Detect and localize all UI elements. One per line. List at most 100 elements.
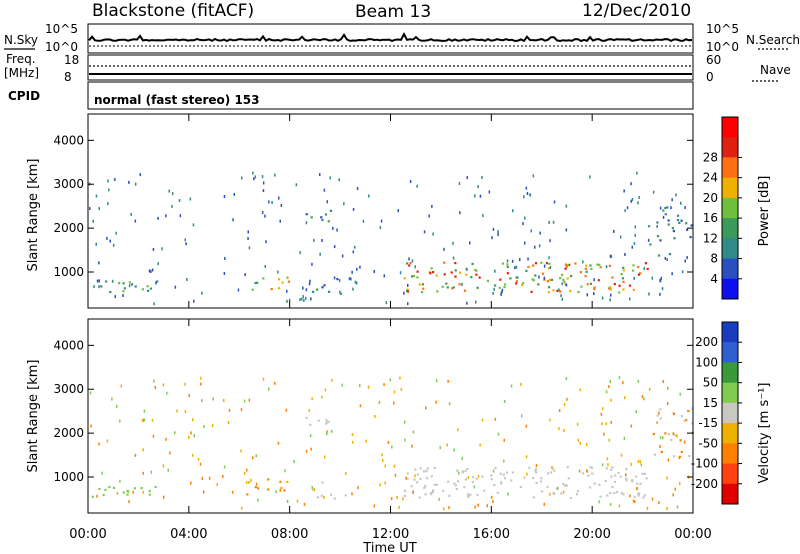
cpid-label: CPID	[8, 89, 40, 103]
heatmap-cell	[525, 424, 528, 428]
date-title: 12/Dec/2010	[582, 1, 691, 21]
heatmap-cell	[469, 241, 471, 245]
heatmap-cell	[577, 291, 580, 294]
heatmap-cell	[416, 481, 419, 484]
heatmap-cell	[626, 206, 629, 210]
heatmap-cell	[610, 475, 613, 478]
heatmap-cell	[447, 379, 449, 383]
heatmap-cell	[329, 176, 331, 180]
heatmap-cell	[419, 467, 422, 470]
heatmap-cell	[501, 288, 504, 292]
heatmap-cell	[500, 482, 503, 485]
noise-sky-trace	[88, 31, 693, 43]
heatmap-cell	[608, 438, 610, 442]
heatmap-cell	[429, 491, 432, 495]
heatmap-cell	[630, 462, 632, 466]
heatmap-cell	[326, 430, 328, 434]
heatmap-cell	[637, 460, 640, 463]
heatmap-cell	[139, 173, 141, 177]
heatmap-cell	[432, 271, 435, 274]
heatmap-cell	[305, 213, 308, 216]
heatmap-cell	[632, 269, 635, 272]
heatmap-cell	[185, 242, 187, 246]
heatmap-cell	[95, 242, 97, 246]
freq-label: Freq.	[6, 52, 36, 66]
noise-left-tick-bottom: 10^0	[45, 40, 78, 54]
heatmap-cell	[543, 502, 545, 506]
heatmap-cell	[425, 406, 427, 410]
heatmap-cell	[593, 286, 596, 289]
heatmap-cell	[413, 478, 416, 481]
heatmap-cell	[313, 238, 315, 242]
heatmap-cell	[666, 476, 668, 480]
freq-tick-bottom: 8	[64, 70, 72, 84]
heatmap-cell	[497, 233, 499, 236]
heatmap-cell	[503, 459, 505, 463]
heatmap-cell	[153, 379, 155, 383]
heatmap-cell	[321, 286, 324, 289]
heatmap-cell	[98, 285, 100, 289]
heatmap-cell	[579, 271, 582, 274]
heatmap-cell	[287, 280, 290, 283]
heatmap-cell	[447, 480, 450, 483]
heatmap-cell	[685, 419, 688, 422]
heatmap-cell	[604, 479, 607, 483]
heatmap-cell	[435, 274, 438, 277]
heatmap-cell	[637, 265, 640, 269]
heatmap-cell	[192, 453, 194, 457]
heatmap-cell	[309, 279, 311, 283]
heatmap-cell	[611, 276, 614, 279]
heatmap-cell	[311, 397, 313, 401]
heatmap-cell	[625, 477, 628, 480]
heatmap-cell	[257, 498, 259, 502]
heatmap-cell	[675, 434, 677, 438]
heatmap-cell	[421, 283, 424, 286]
heatmap-cell	[511, 471, 514, 474]
heatmap-cell	[286, 499, 289, 503]
heatmap-cell	[631, 198, 634, 201]
heatmap-cell	[565, 283, 568, 287]
heatmap-cell	[454, 262, 457, 265]
heatmap-cell	[478, 276, 481, 279]
heatmap-cell	[433, 483, 436, 486]
heatmap-cell	[391, 445, 393, 449]
heatmap-cell	[143, 418, 145, 422]
heatmap-cell	[566, 264, 570, 267]
heatmap-cell	[456, 480, 460, 483]
heatmap-cell	[111, 397, 113, 401]
heatmap-cell	[161, 247, 163, 251]
heatmap-cell	[535, 471, 538, 474]
heatmap-cell	[490, 495, 493, 499]
heatmap-cell	[623, 189, 625, 193]
heatmap-cell	[461, 282, 463, 286]
heatmap-cell	[385, 301, 388, 305]
heatmap-cell	[555, 487, 558, 490]
heatmap-cell	[566, 466, 569, 469]
heatmap-cell	[412, 430, 415, 434]
heatmap-cell	[95, 194, 98, 198]
heatmap-cell	[341, 254, 344, 258]
heatmap-cell	[656, 421, 658, 425]
heatmap-cell	[530, 229, 532, 233]
heatmap-cell	[537, 283, 540, 286]
heatmap-cell	[98, 442, 100, 446]
heatmap-cell	[343, 202, 345, 206]
heatmap-cell	[540, 477, 543, 480]
heatmap-cell	[475, 477, 478, 480]
heatmap-cell	[203, 490, 205, 494]
heatmap-cell	[638, 196, 640, 199]
heatmap-cell	[457, 471, 460, 475]
heatmap-cell	[666, 206, 669, 209]
heatmap-cell	[338, 178, 340, 182]
heatmap-cell	[244, 273, 246, 277]
heatmap-cell	[664, 256, 667, 260]
heatmap-cell	[636, 487, 638, 491]
heatmap-cell	[448, 402, 451, 406]
heatmap-cell	[613, 229, 615, 233]
heatmap-cell	[432, 232, 434, 236]
heatmap-cell	[152, 434, 155, 438]
colorbar-tick-label: 8	[710, 252, 718, 266]
heatmap-cell	[606, 494, 609, 497]
heatmap-cell	[563, 403, 566, 407]
heatmap-cell	[494, 269, 496, 273]
